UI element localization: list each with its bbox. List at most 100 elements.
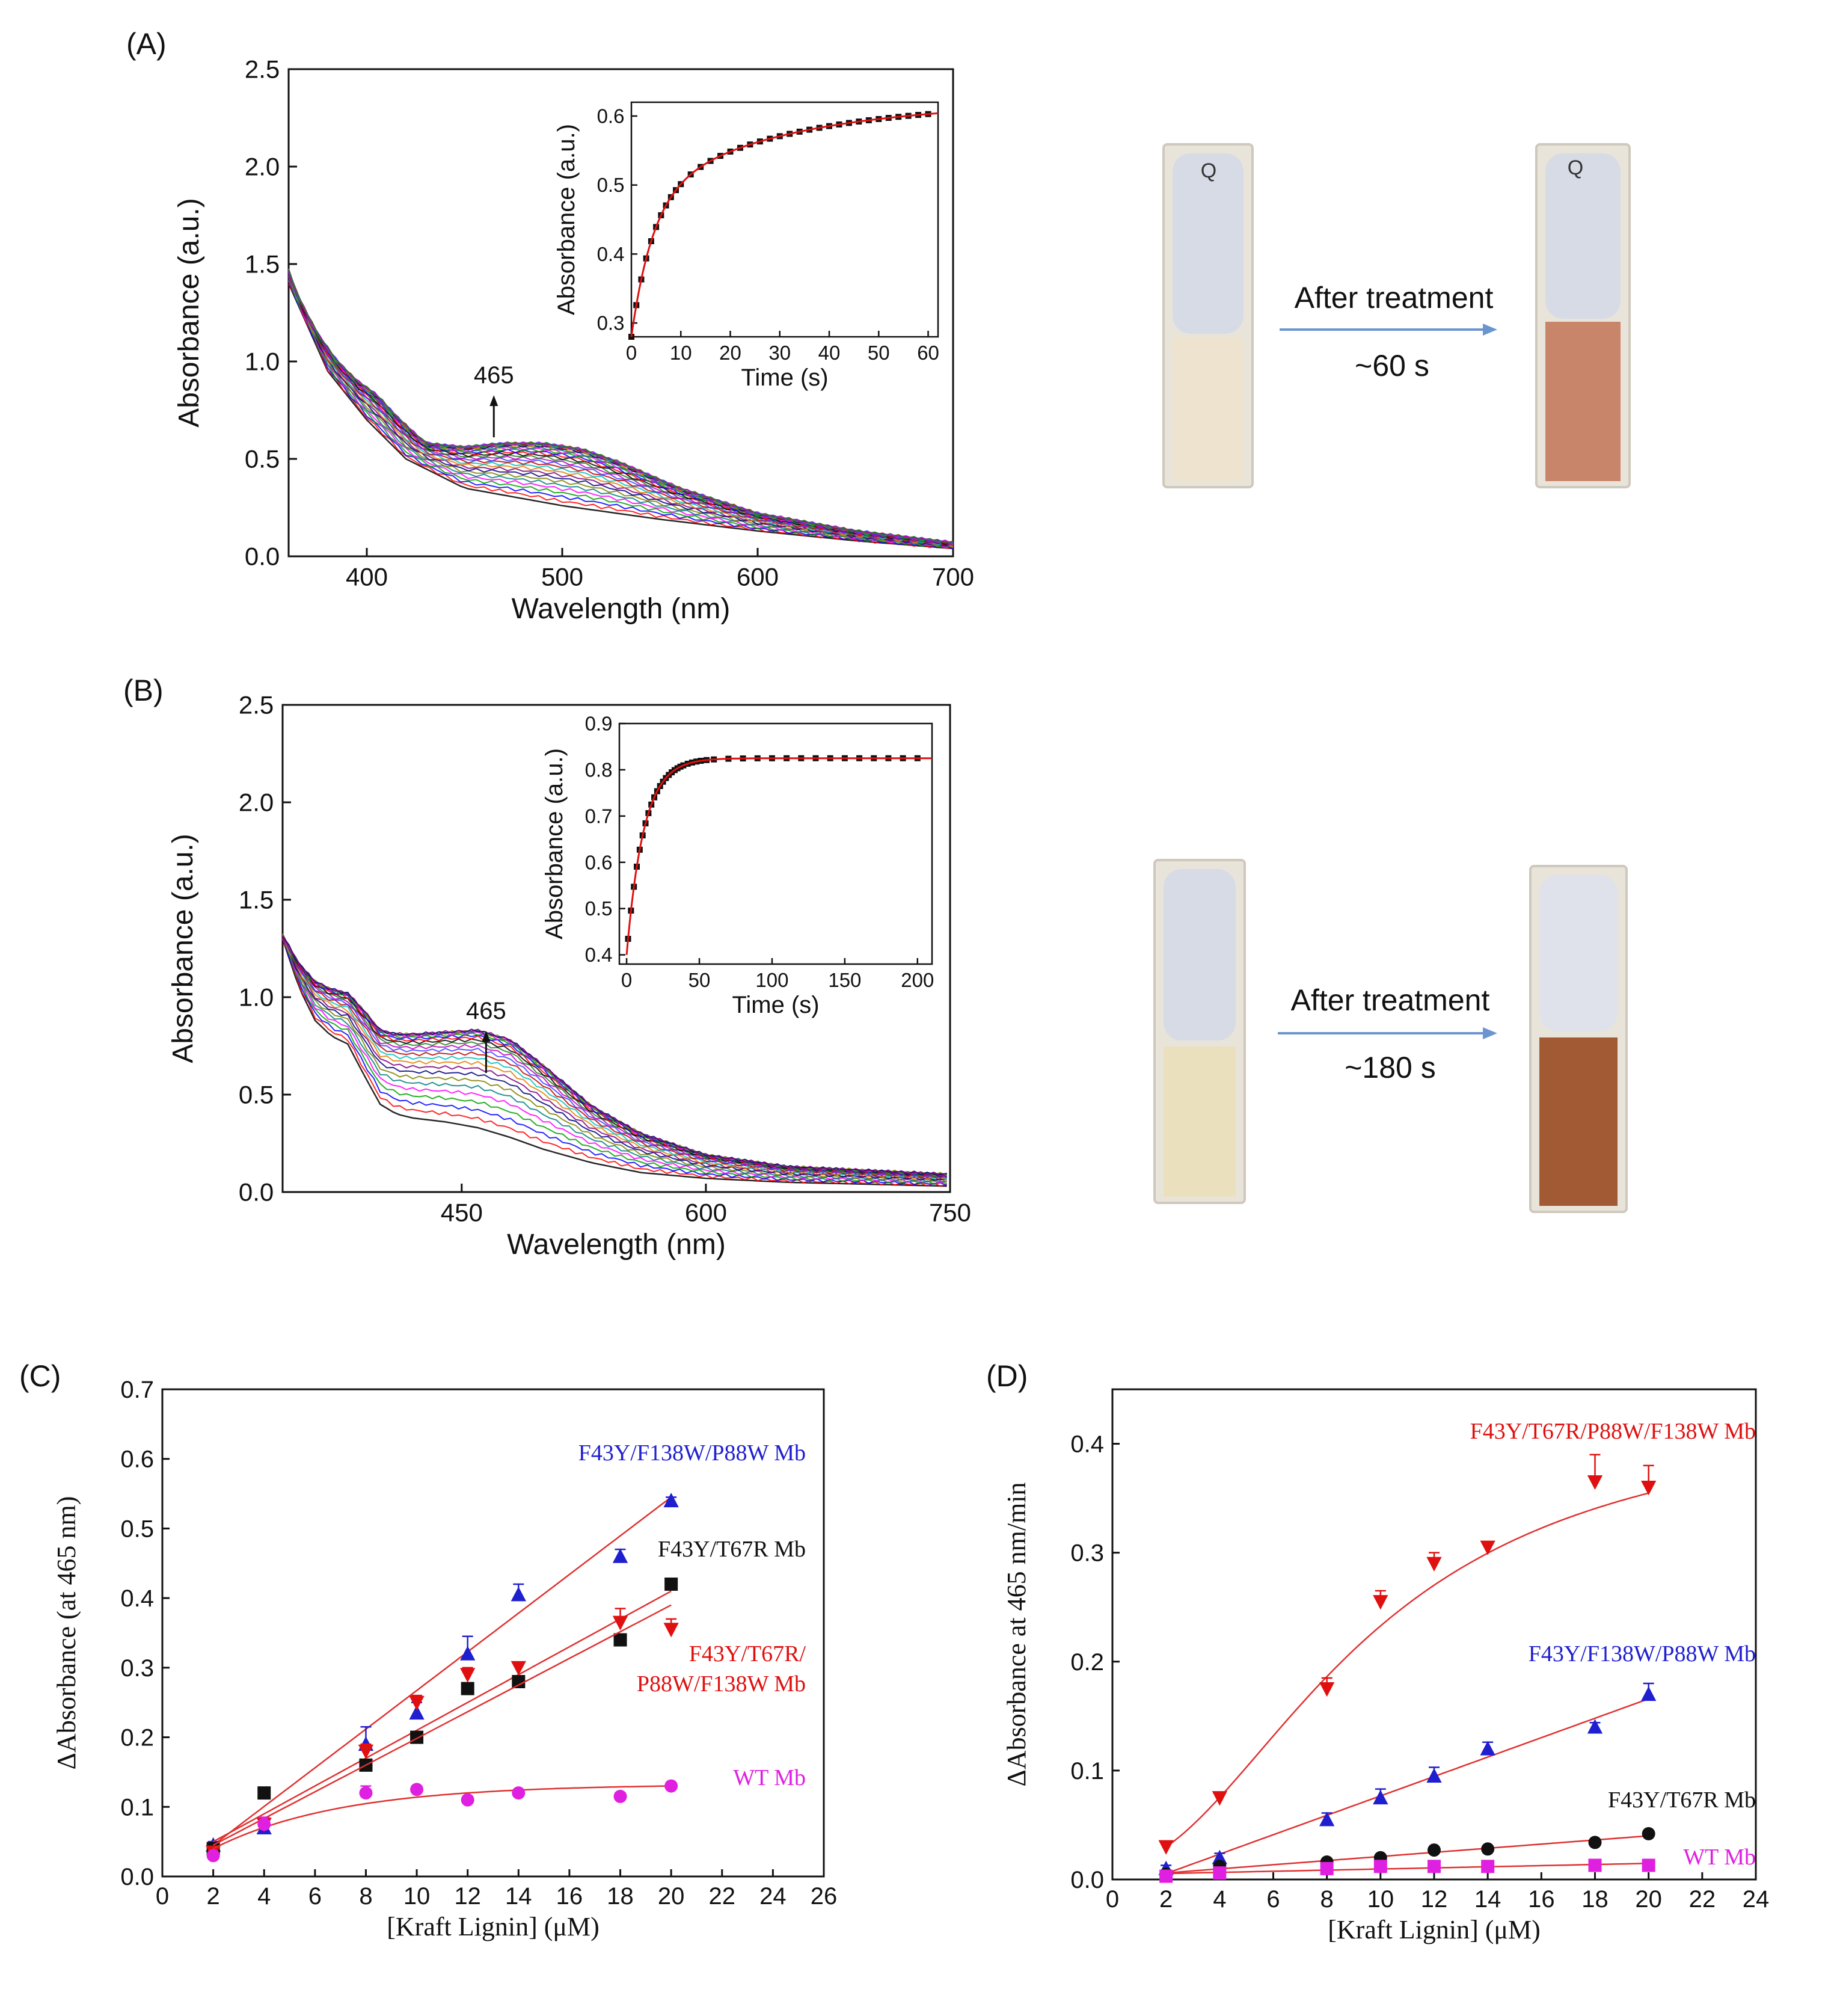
d-wt-mb-marker (1159, 1869, 1173, 1883)
c-f43y-f138w-p88w-mb-legend-label: F43Y/F138W/P88W Mb (578, 1440, 806, 1466)
c-y-tick-label: 0.3 (120, 1655, 154, 1682)
b-main-x-tick-label: 450 (441, 1198, 483, 1226)
a-main-x-axis-label: Wavelength (nm) (512, 593, 731, 625)
c-y-tick-label: 0.1 (120, 1794, 154, 1821)
a-inset-x-tick-label: 50 (868, 342, 890, 364)
a-main-spectrum-line (288, 275, 954, 548)
d-x-tick-label: 6 (1266, 1886, 1280, 1913)
cuvette-after-b-solution (1539, 1037, 1618, 1206)
photo-b: After treatment ~180 s (1153, 859, 1628, 1213)
a-main-spectrum-line (288, 272, 954, 547)
chart-d-rate: 0 2 4 6 8 10 12 14 16 18 20 22 240.00.10.20.30.4[Kra… (1002, 1388, 1769, 1944)
c-f43y-f138w-p88w-mb-marker (460, 1646, 476, 1661)
c-f43y-t67r-mb-legend-label: F43Y/T67R Mb (658, 1537, 806, 1562)
d-f43y-t67r-p88w-f138w-mb-marker (1158, 1840, 1174, 1855)
c-x-tick-label: 26 (811, 1883, 838, 1910)
d-x-tick-label: 16 (1528, 1886, 1555, 1913)
b-main-x-axis-label: Wavelength (nm) (507, 1229, 726, 1261)
d-y-axis-label: ΔAbsorbance at 465 nm/min (1002, 1482, 1031, 1786)
d-f43y-t67r-p88w-f138w-mb-fit-line (1165, 1492, 1649, 1848)
c-wt-mb-marker (410, 1783, 424, 1796)
c-wt-mb-marker (257, 1818, 271, 1831)
d-y-tick-label: 0.1 (1070, 1758, 1104, 1784)
a-main-x-tick-label: 400 (346, 562, 388, 591)
c-y-tick-label: 0.2 (120, 1725, 154, 1751)
b-main-y-tick-label: 0.0 (239, 1178, 274, 1206)
d-f43y-t67r-p88w-f138w-mb-marker (1373, 1595, 1388, 1610)
c-f43y-t67r-mb-marker (613, 1633, 627, 1647)
cuvette-after-a: Q (1535, 143, 1631, 488)
panel-label-d: (D) (986, 1359, 1028, 1393)
c-x-tick-label: 10 (403, 1883, 431, 1910)
c-x-tick-label: 12 (454, 1883, 481, 1910)
b-main-x-tick-label: 750 (929, 1198, 971, 1226)
d-x-tick-label: 0 (1106, 1886, 1119, 1913)
d-wt-mb-legend-label: WT Mb (1683, 1845, 1756, 1870)
c-x-tick-label: 2 (206, 1883, 219, 1910)
d-wt-mb-marker (1481, 1860, 1495, 1873)
d-x-tick-label: 18 (1581, 1886, 1609, 1913)
a-main-x-tick-label: 700 (932, 562, 974, 591)
chart-a-spectra: 400 500 600 7000.00.51.01.52.02.5Wavelength… (173, 55, 974, 625)
c-plot-frame (161, 1388, 825, 1878)
b-inset-fit-curve (625, 757, 932, 955)
c-f43y-t67r-p88w-f138w-mb-marker (663, 1623, 679, 1638)
b-inset-x-tick-label: 50 (688, 969, 711, 991)
a-inset-fit-curve (630, 112, 939, 337)
panel-label-c: (C) (19, 1359, 61, 1393)
b-inset-y-tick-label: 0.5 (585, 897, 613, 920)
c-f43y-t67r-p88w-f138w-mb-legend-label: P88W/F138W Mb (637, 1671, 806, 1697)
b-main-y-tick-label: 1.5 (239, 886, 274, 914)
d-wt-mb-marker (1588, 1858, 1602, 1872)
chart-b-spectra: 450 600 750 0.0 0.5 1.0 1.5 2.0 2.5 Wavelength (n… (167, 691, 971, 1261)
c-x-tick-label: 14 (505, 1883, 532, 1910)
d-f43y-t67r-mb-marker (1481, 1842, 1495, 1856)
arrow-head-b (1483, 1027, 1497, 1039)
a-main-annotation-arrowhead (489, 395, 498, 407)
chart-c-delta-absorbance: 0 2 4 6 8 10 12 14 16 18 20 22 24 260.00.10.20.30.40.… (52, 1377, 837, 1941)
d-f43y-t67r-p88w-f138w-mb-marker (1641, 1481, 1657, 1496)
c-wt-mb-marker (461, 1793, 474, 1807)
d-wt-mb-marker (1642, 1858, 1655, 1872)
d-x-tick-label: 22 (1689, 1886, 1716, 1913)
c-f43y-f138w-p88w-mb-marker (612, 1548, 628, 1563)
d-wt-mb-marker (1373, 1860, 1387, 1873)
a-inset-y-tick-label: 0.5 (597, 174, 625, 196)
d-f43y-f138w-p88w-mb-marker (1641, 1686, 1657, 1701)
b-inset-x-tick-label: 0 (621, 969, 632, 991)
a-main-x-tick-label: 500 (541, 562, 583, 591)
c-f43y-f138w-p88w-mb-fit-line (212, 1496, 672, 1846)
a-inset-x-tick-label: 20 (719, 342, 741, 364)
c-y-tick-label: 0.4 (120, 1585, 154, 1612)
a-main-spectrum-line (288, 269, 954, 543)
d-y-tick-label: 0.4 (1070, 1431, 1104, 1458)
c-y-axis-label: ΔAbsorbance (at 465 nm) (52, 1496, 81, 1770)
c-f43y-t67r-mb-marker (410, 1730, 424, 1744)
c-f43y-f138w-p88w-mb-marker (663, 1492, 679, 1508)
a-main-x-tick-label: 600 (737, 562, 779, 591)
d-x-tick-label: 4 (1213, 1886, 1226, 1913)
cuvette-after-b (1529, 865, 1628, 1213)
a-inset-x-tick-label: 0 (626, 342, 637, 364)
b-inset-y-tick-label: 0.7 (585, 805, 613, 827)
d-x-tick-label: 20 (1635, 1886, 1662, 1913)
b-inset-y-tick-label: 0.8 (585, 758, 613, 781)
d-f43y-t67r-p88w-f138w-mb-legend-label: F43Y/T67R/P88W/F138W Mb (1470, 1419, 1756, 1444)
b-inset-x-tick-label: 100 (755, 969, 788, 991)
a-main-y-tick-label: 2.5 (245, 55, 280, 84)
a-inset-y-tick-label: 0.6 (597, 105, 625, 127)
b-main-spectrum-line (282, 936, 947, 1186)
c-x-tick-label: 20 (658, 1883, 685, 1910)
a-inset-y-tick-label: 0.4 (597, 243, 625, 265)
d-f43y-t67r-mb-marker (1588, 1836, 1602, 1849)
c-f43y-t67r-p88w-f138w-mb-legend-label: F43Y/T67R/ (689, 1641, 806, 1667)
b-main-spectrum-line (282, 935, 948, 1183)
c-f43y-f138w-p88w-mb-marker (511, 1587, 526, 1602)
b-inset-plot-frame (618, 722, 933, 965)
d-f43y-t67r-p88w-f138w-mb-marker (1426, 1557, 1442, 1572)
d-x-axis-label: [Kraft Lignin] (μM) (1328, 1915, 1540, 1944)
c-x-axis-label: [Kraft Lignin] (μM) (387, 1912, 599, 1941)
cuvette-after-a-solution (1545, 322, 1621, 481)
panel-label-b: (B) (123, 674, 164, 707)
chart-b-inset-kinetics: 0 50 100 150 200 0.4 0.5 0.6 0.7 0.8 0.9 Time (s) Ab… (541, 713, 934, 1018)
